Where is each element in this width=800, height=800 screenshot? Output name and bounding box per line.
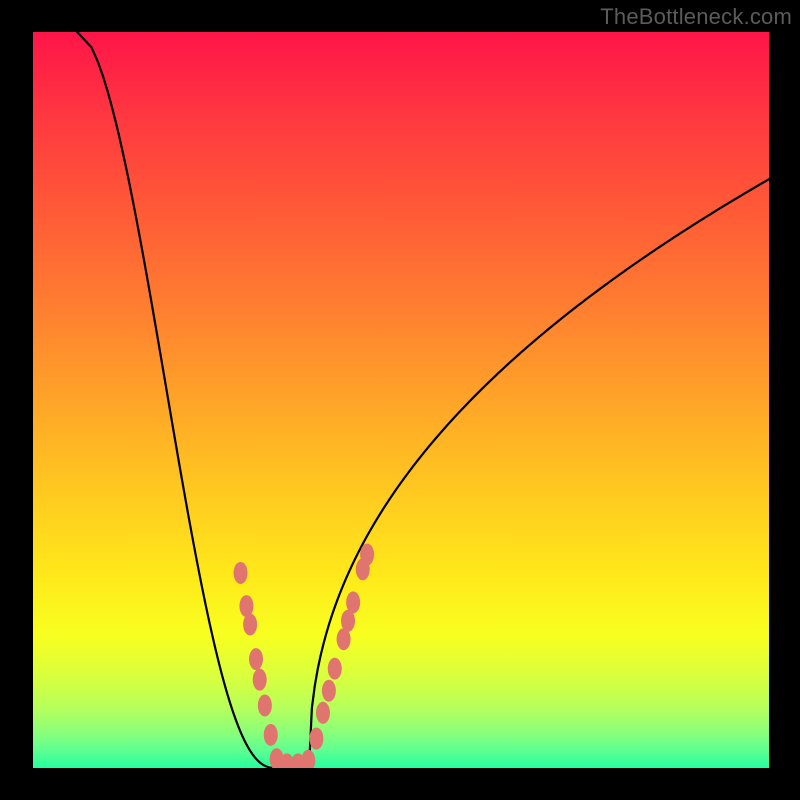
marker-point bbox=[249, 648, 263, 670]
marker-point bbox=[309, 728, 323, 750]
marker-point bbox=[258, 694, 272, 716]
watermark-text: TheBottleneck.com bbox=[600, 4, 792, 30]
marker-point bbox=[316, 702, 330, 724]
marker-point bbox=[360, 544, 374, 566]
marker-point bbox=[234, 562, 248, 584]
marker-point bbox=[253, 669, 267, 691]
marker-point bbox=[346, 591, 360, 613]
marker-point bbox=[264, 724, 278, 746]
marker-point bbox=[328, 658, 342, 680]
plot-background bbox=[33, 32, 769, 768]
marker-point bbox=[322, 680, 336, 702]
chart-svg bbox=[0, 0, 800, 800]
marker-point bbox=[243, 613, 257, 635]
